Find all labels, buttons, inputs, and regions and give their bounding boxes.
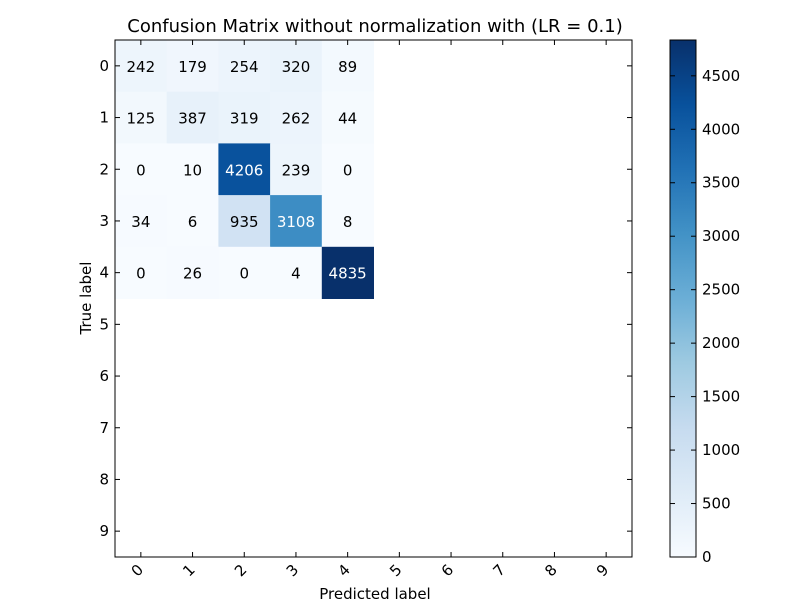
cell-value: 0: [239, 265, 249, 283]
colorbar-tick-label: 500: [702, 495, 731, 513]
matrix-cell: [218, 91, 271, 144]
y-tick-label: 5: [99, 315, 109, 333]
matrix-cell: [166, 246, 219, 299]
colorbar-tick-label: 2000: [702, 334, 740, 352]
plot-frame: [114, 39, 633, 558]
matrix-cell: [166, 40, 219, 93]
matrix-cell: [218, 40, 271, 93]
y-tick-labels: 0 1 2 3 4 5 6 7 8 9: [99, 57, 109, 540]
y-tick-label: 4: [99, 264, 109, 282]
cell-value: 179: [178, 58, 207, 76]
matrix-cell: [321, 195, 374, 248]
cell-value: 4206: [225, 161, 263, 179]
y-tick-label: 3: [99, 212, 109, 230]
cell-value: 242: [127, 58, 156, 76]
x-tick-label: 5: [386, 561, 405, 580]
matrix-cell: [218, 246, 271, 299]
x-tick-labels: 0 1 2 3 4 5 6 7 8 9: [128, 561, 613, 580]
axis-ticks: [115, 40, 632, 557]
matrix-cell: [115, 195, 168, 248]
colorbar: [669, 39, 697, 558]
colorbar-tick-label: 2500: [702, 281, 740, 299]
y-tick-label: 6: [99, 367, 109, 385]
cell-value: 239: [282, 161, 311, 179]
matrix-cell: [166, 143, 219, 196]
y-tick-label: 8: [99, 470, 109, 488]
colorbar-tick-label: 4500: [702, 67, 740, 85]
cell-value: 0: [343, 161, 353, 179]
x-tick-label: 4: [334, 561, 353, 580]
x-tick-label: 8: [541, 561, 560, 580]
cell-value: 0: [136, 265, 146, 283]
x-tick-label: 1: [179, 561, 198, 580]
colorbar-tick-label: 3000: [702, 227, 740, 245]
matrix-cell: [321, 143, 374, 196]
matrix-cell: [321, 246, 374, 299]
cell-value: 262: [282, 110, 311, 128]
y-tick-label: 2: [99, 160, 109, 178]
cell-value: 6: [188, 213, 198, 231]
matrix-cell: [270, 246, 323, 299]
cell-value: 319: [230, 110, 259, 128]
x-axis-label: Predicted label: [319, 585, 430, 600]
matrix-cell: [218, 195, 271, 248]
matrix-cell: [270, 40, 323, 93]
cell-value: 935: [230, 213, 259, 231]
y-tick-label: 7: [99, 419, 109, 437]
x-tick-label: 9: [593, 561, 612, 580]
x-tick-label: 2: [231, 561, 250, 580]
y-tick-label: 1: [99, 109, 109, 127]
y-tick-label: 9: [99, 522, 109, 540]
cell-value: 0: [136, 161, 146, 179]
cell-value: 4: [291, 265, 301, 283]
colorbar-tick-label: 1500: [702, 388, 740, 406]
cell-value: 125: [127, 110, 156, 128]
matrix-cell: [166, 91, 219, 144]
chart-title: Confusion Matrix without normalization w…: [127, 16, 622, 37]
cell-value: 10: [183, 161, 202, 179]
matrix-cell: [321, 91, 374, 144]
cell-value: 8: [343, 213, 353, 231]
cell-value: 3108: [277, 213, 315, 231]
matrix-cell: [115, 40, 168, 93]
colorbar-tick-label: 1000: [702, 441, 740, 459]
matrix-cell-labels: 242 179 254 320 89 125 387 319 262 44 0 10 4206 239 0 3…: [127, 58, 367, 283]
matrix-cell: [166, 195, 219, 248]
matrix-cell: [270, 195, 323, 248]
colorbar-tick-label: 3500: [702, 174, 740, 192]
matrix-cell: [270, 143, 323, 196]
matrix-cell: [115, 143, 168, 196]
cell-value: 89: [338, 58, 357, 76]
matrix-cells: [115, 40, 374, 299]
cell-value: 254: [230, 58, 259, 76]
matrix-cell: [115, 91, 168, 144]
colorbar-tick-label: 4000: [702, 120, 740, 138]
cell-value: 44: [338, 110, 357, 128]
x-tick-label: 6: [438, 561, 457, 580]
cell-value: 4835: [329, 265, 367, 283]
x-tick-label: 7: [489, 561, 508, 580]
matrix-cell: [321, 40, 374, 93]
cell-value: 26: [183, 265, 202, 283]
cell-value: 34: [131, 213, 150, 231]
colorbar-tick-label: 0: [702, 548, 712, 566]
matrix-cell: [115, 246, 168, 299]
y-axis-label: True label: [77, 262, 95, 336]
matrix-cell: [270, 91, 323, 144]
y-tick-label: 0: [99, 57, 109, 75]
x-tick-label: 0: [128, 561, 147, 580]
colorbar-ticks: 0 500 1000 1500 2000 2500 3000 3500 4000 4500: [670, 67, 740, 566]
cell-value: 320: [282, 58, 311, 76]
x-tick-label: 3: [283, 561, 302, 580]
cell-value: 387: [178, 110, 207, 128]
matrix-cell: [218, 143, 271, 196]
